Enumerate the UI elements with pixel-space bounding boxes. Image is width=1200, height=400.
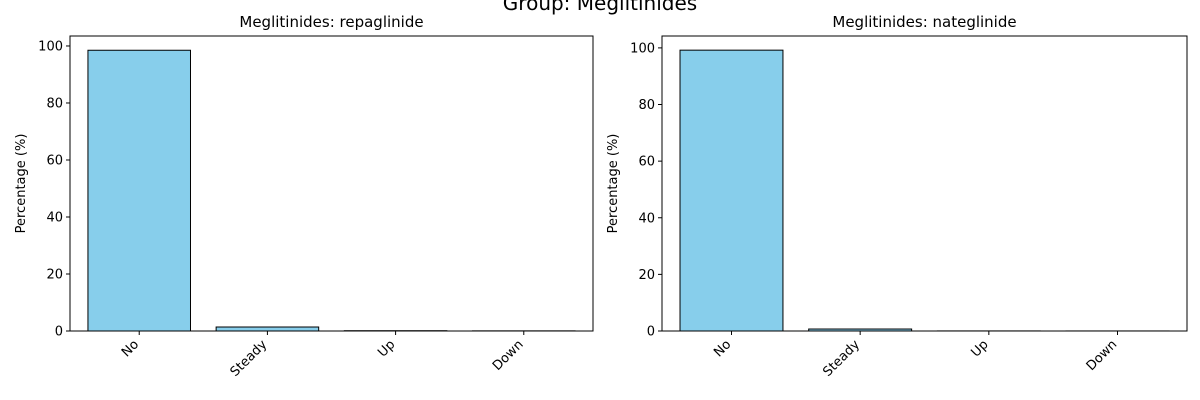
- panel-title: Meglitinides: nateglinide: [832, 13, 1016, 31]
- y-tick-label: 60: [638, 155, 655, 170]
- x-tick-label: Up: [968, 337, 991, 360]
- x-tick-label: No: [119, 337, 142, 360]
- panel-repaglinide: Meglitinides: repaglinide 0 20 40 60 80 100 No…: [14, 13, 594, 380]
- y-tick-label: 40: [46, 210, 63, 225]
- x-tick-label: Down: [490, 337, 527, 374]
- y-tick-label: 80: [46, 96, 63, 111]
- axes-frame: [661, 35, 1188, 332]
- x-tick-label: Up: [375, 337, 398, 360]
- y-tick-label: 100: [38, 39, 63, 54]
- x-tick-label: No: [711, 337, 734, 360]
- y-tick-label: 0: [55, 325, 63, 340]
- y-axis-label: Percentage (%): [14, 134, 29, 234]
- y-tick-label: 20: [46, 267, 63, 282]
- y-tick-label: 20: [638, 268, 655, 283]
- axes-frame: [69, 35, 594, 332]
- x-tick-label: Steady: [228, 337, 271, 380]
- y-tick-label: 60: [46, 153, 63, 168]
- y-tick-label: 100: [630, 41, 655, 56]
- x-tick-label: Down: [1084, 337, 1121, 374]
- x-tick-label: Steady: [820, 337, 863, 380]
- y-axis-label: Percentage (%): [606, 134, 621, 234]
- bar-no: [87, 49, 191, 332]
- y-tick-label: 0: [647, 325, 655, 340]
- panel-nateglinide: Meglitinides: nateglinide 0 20 40 60 80 100 No…: [606, 13, 1188, 380]
- bar-no: [679, 49, 784, 332]
- figure-suptitle: Group: Meglitinides: [503, 0, 697, 15]
- bar-steady: [215, 326, 320, 332]
- y-tick-label: 40: [638, 211, 655, 226]
- panel-title: Meglitinides: repaglinide: [239, 13, 423, 31]
- y-tick-label: 80: [638, 98, 655, 113]
